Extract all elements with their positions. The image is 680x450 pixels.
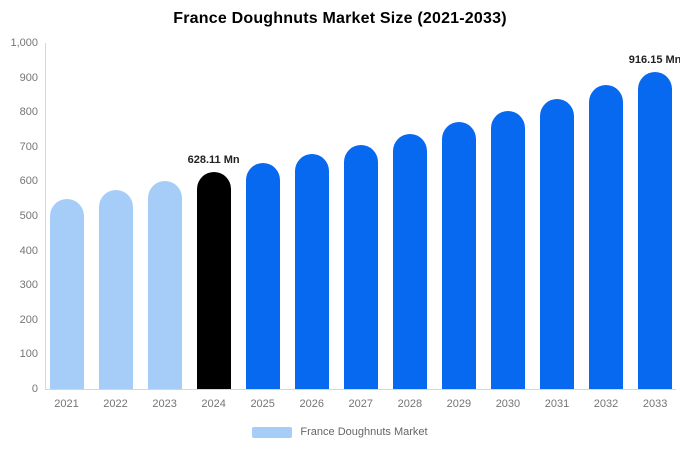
y-tick-label-300: 300 [19,279,38,292]
bar-2028[interactable] [392,133,427,389]
x-tick-label-2022: 2022 [103,398,128,410]
bar-2025[interactable] [245,163,280,389]
y-tick-label-700: 700 [19,140,38,153]
bar-2031[interactable] [540,99,574,389]
bar-2027[interactable] [343,144,378,389]
x-tick-label-2025: 2025 [250,398,275,410]
x-tick-label-2023: 2023 [152,398,177,410]
y-tick-label-0: 0 [31,383,38,395]
legend-label: France Doughnuts Market [300,426,428,438]
bar-2024[interactable] [196,171,231,389]
legend-item[interactable]: France Doughnuts Market [0,425,680,439]
bar-2026[interactable] [294,153,329,389]
y-axis-line [45,43,46,389]
bar-2029[interactable] [441,121,476,389]
x-tick-label-2031: 2031 [544,398,570,410]
x-tick-label-2030: 2030 [495,398,521,410]
bar-2030[interactable] [490,110,525,389]
bar-2032[interactable] [589,85,624,389]
bar-value-label-2033: 916.15 Mn [628,54,680,66]
chart-title: France Doughnuts Market Size (2021-2033) [173,10,507,27]
x-tick-label-2028: 2028 [397,398,423,410]
y-tick-label-900: 900 [19,71,38,84]
bar-2023[interactable] [147,181,182,389]
x-axis-line [45,389,676,390]
x-tick-label-2029: 2029 [446,398,472,410]
x-tick-label-2024: 2024 [201,398,226,410]
y-tick-label-800: 800 [19,106,38,119]
x-tick-label-2033: 2033 [642,398,668,410]
bar-2022[interactable] [98,190,133,389]
bar-2033[interactable] [638,72,673,389]
x-tick-label-2032: 2032 [593,398,619,410]
bar-value-label-2024: 628.11 Mn [187,153,240,166]
bar-2021[interactable] [49,198,84,389]
y-tick-label-100: 100 [19,348,38,361]
y-tick-label-1000: 1,000 [10,37,38,49]
x-tick-label-2027: 2027 [348,398,374,410]
y-tick-label-400: 400 [19,244,38,257]
x-tick-label-2021: 2021 [54,398,79,410]
legend-swatch-icon [252,426,293,438]
y-tick-label-200: 200 [19,313,38,326]
y-tick-label-600: 600 [19,175,38,188]
y-tick-label-500: 500 [19,210,38,222]
x-tick-label-2026: 2026 [299,398,324,410]
